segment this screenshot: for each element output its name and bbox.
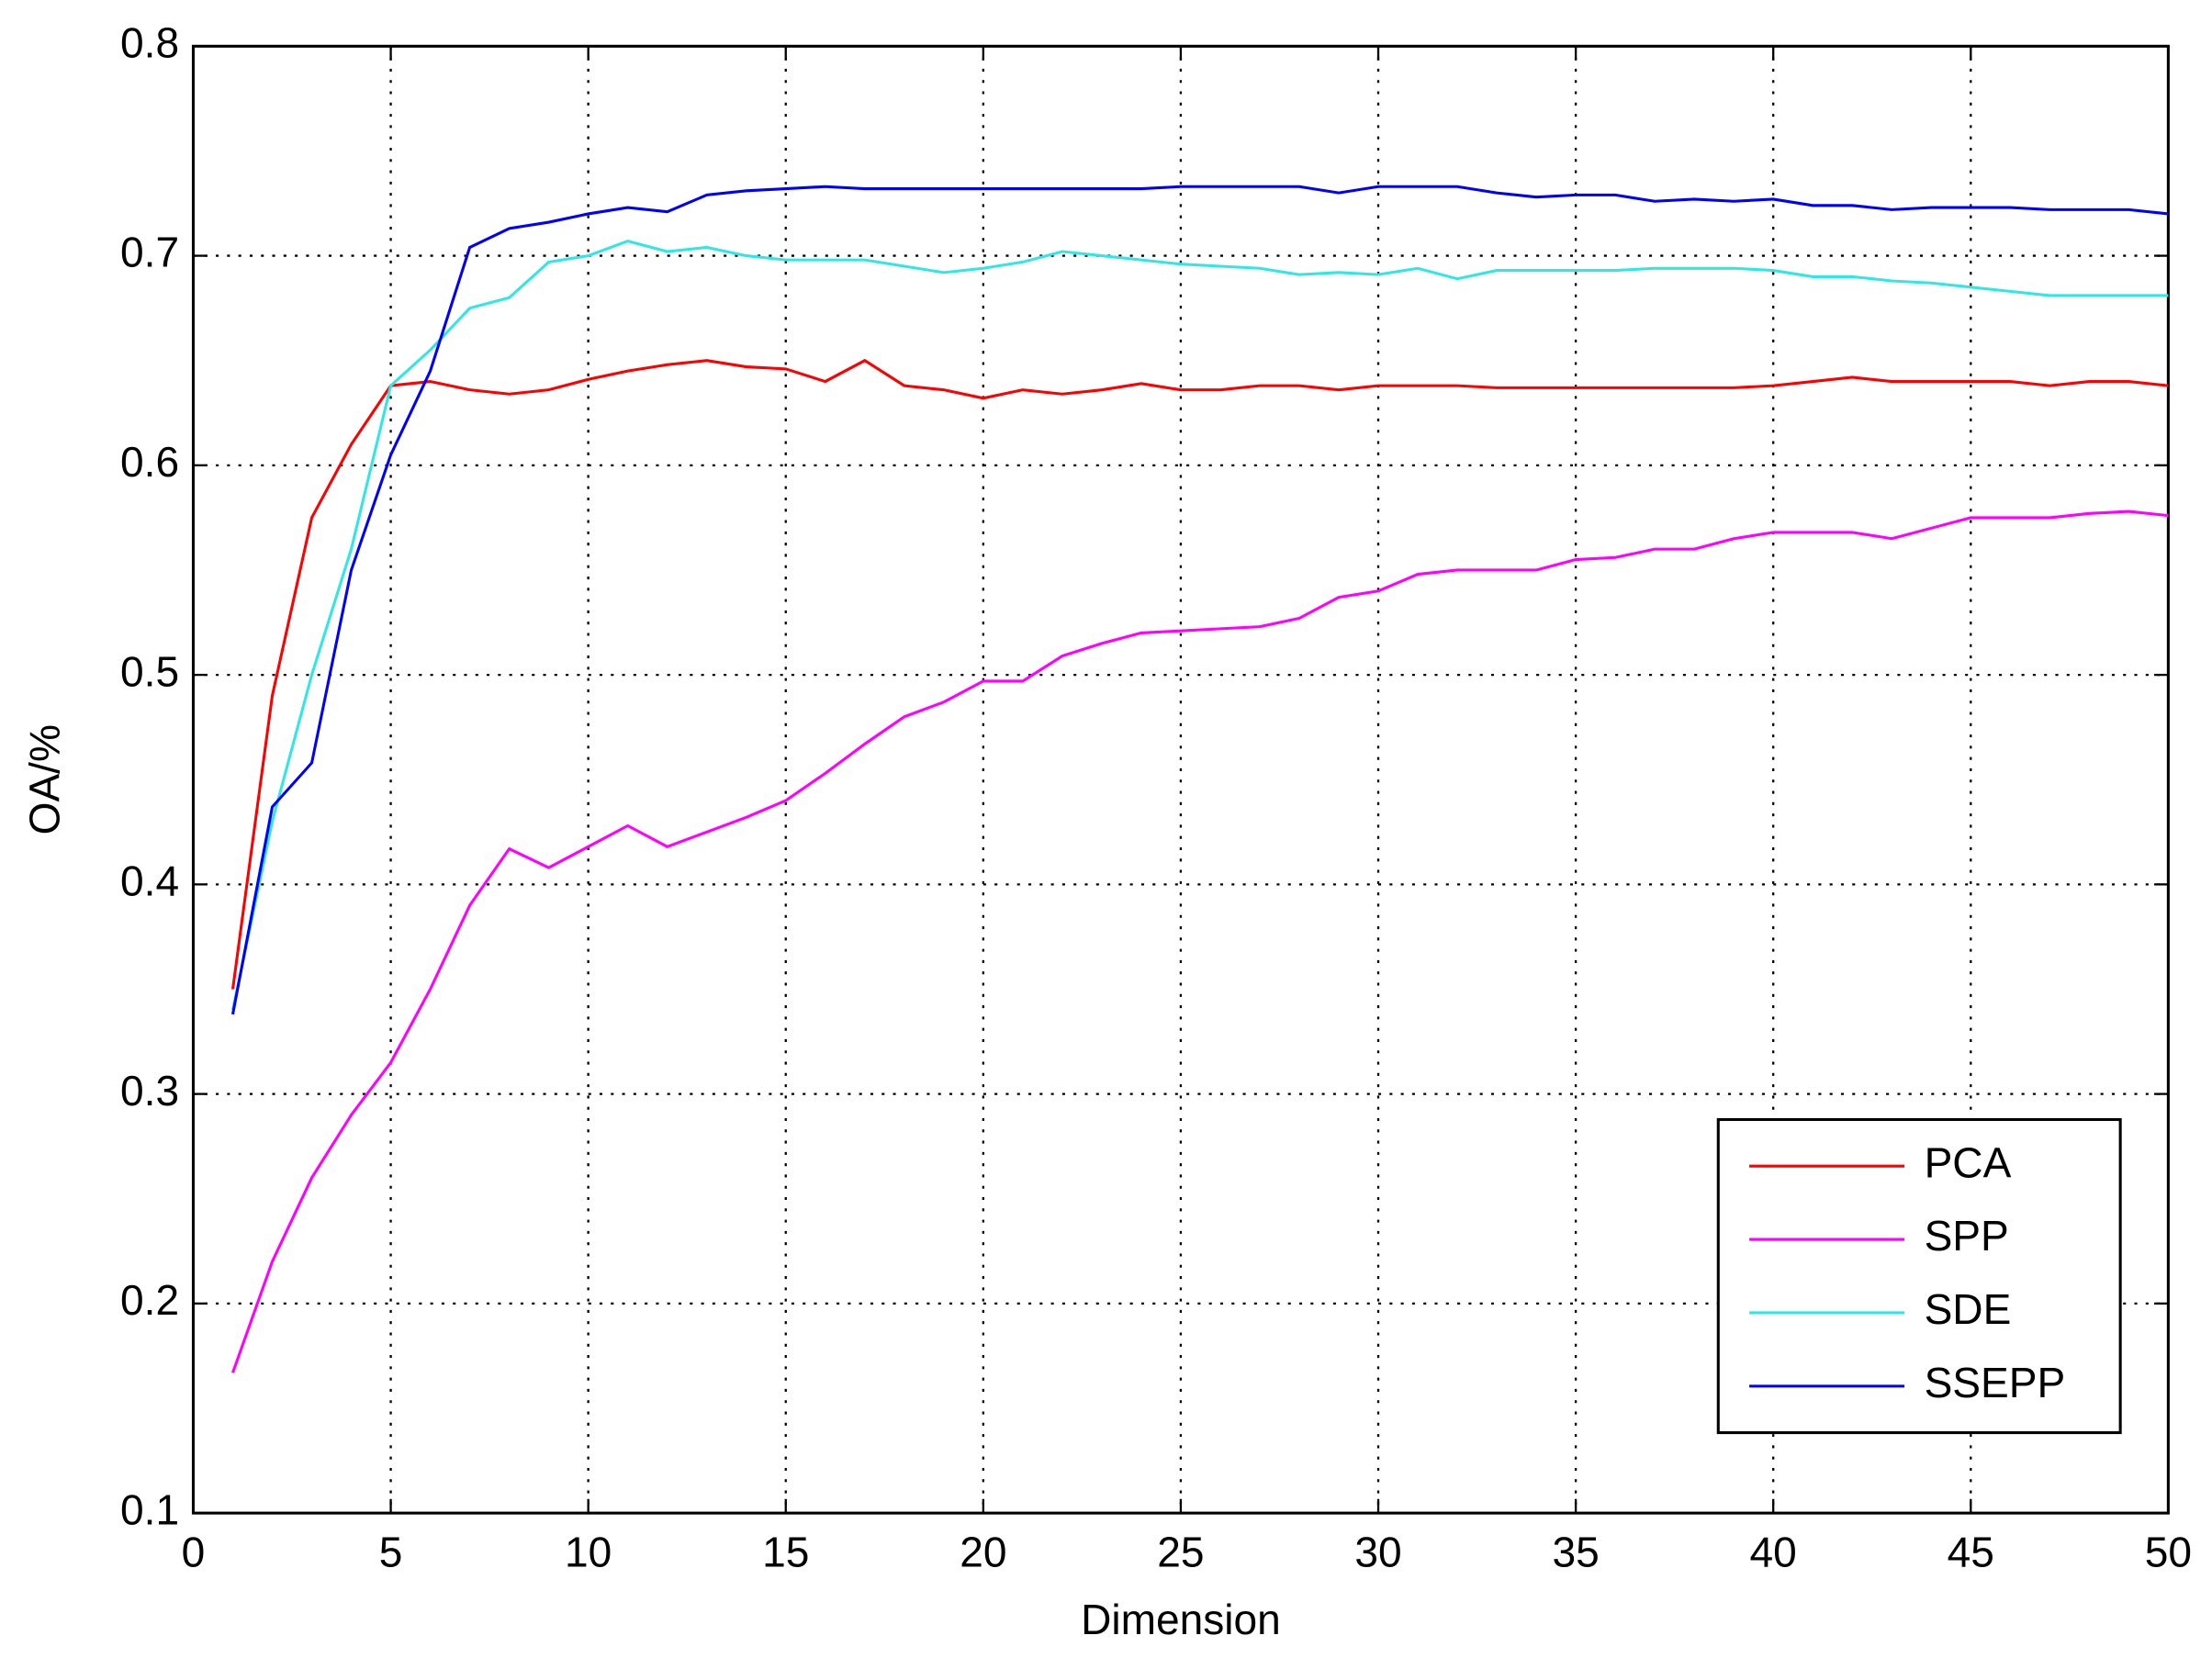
legend-label: SPP [1925,1212,2009,1260]
x-tick-label: 30 [1354,1528,1401,1575]
y-tick-label: 0.7 [120,229,179,276]
x-tick-label: 35 [1552,1528,1599,1575]
y-tick-label: 0.2 [120,1276,179,1324]
y-tick-label: 0.6 [120,438,179,486]
plot-frame [191,44,2170,1515]
legend-label: SDE [1925,1285,2012,1333]
x-tick-label: 40 [1750,1528,1797,1575]
x-tick-label: 15 [762,1528,809,1575]
y-tick-label: 0.8 [120,18,179,66]
line-series [230,239,2169,1011]
legend-label: PCA [1925,1138,2012,1186]
line-series [230,358,2169,990]
x-tick-label: 50 [2145,1528,2192,1575]
y-tick-label: 0.5 [120,647,179,695]
x-tick-label: 25 [1157,1528,1204,1575]
x-tick-label: 20 [960,1528,1006,1575]
line-series [230,185,2169,1015]
y-axis-label: OA/% [20,724,68,835]
y-tick-label: 0.3 [120,1067,179,1115]
y-tick-label: 0.1 [120,1485,179,1533]
legend-box [1716,1117,2122,1435]
legend-label: SSEPP [1925,1359,2066,1406]
x-tick-label: 0 [182,1528,206,1575]
x-tick-label: 10 [565,1528,612,1575]
x-tick-label: 5 [379,1528,403,1575]
y-tick-label: 0.4 [120,857,179,905]
line-series [231,510,2169,1373]
x-axis-label: Dimension [1081,1596,1281,1643]
x-tick-label: 45 [1948,1528,1994,1575]
